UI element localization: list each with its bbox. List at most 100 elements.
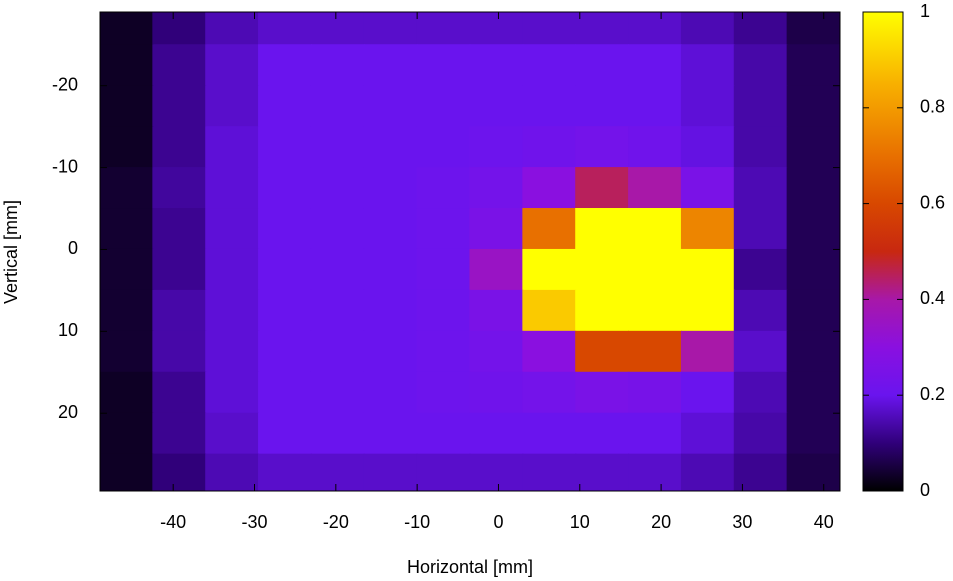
heatmap-cell	[680, 208, 735, 250]
heatmap-cell	[680, 371, 735, 414]
colorbar-tick-label: 0.8	[920, 97, 945, 117]
heatmap-cell	[628, 330, 682, 373]
heatmap-cell	[628, 85, 682, 128]
heatmap-cell	[310, 167, 365, 210]
y-tick-label: -10	[52, 156, 78, 176]
heatmap-cell	[628, 44, 682, 87]
heatmap-cell	[786, 85, 840, 128]
heatmap-cell	[680, 126, 735, 169]
heatmap-cell	[100, 371, 154, 414]
heatmap-cell	[628, 126, 682, 169]
heatmap-cell	[152, 126, 207, 169]
heatmap-cell	[100, 330, 154, 373]
plot-frame	[99, 11, 841, 492]
heatmap-cell	[258, 126, 312, 169]
heatmap-cell	[205, 167, 260, 210]
heatmap-cell	[469, 412, 524, 455]
y-tick-label: 10	[58, 320, 78, 340]
heatmap-cell	[152, 289, 207, 332]
heatmap-cell	[416, 167, 471, 210]
heatmap-cell	[416, 289, 471, 332]
heatmap-cell	[310, 12, 365, 46]
heatmap-cell	[522, 126, 577, 169]
heatmap-cell	[100, 412, 154, 455]
heatmap-cell	[575, 126, 630, 169]
heatmap-cell	[575, 412, 630, 455]
heatmap-cell	[733, 412, 788, 455]
heatmap-cell	[575, 330, 630, 373]
y-tick-label: 20	[58, 402, 78, 422]
heatmap-cell	[628, 289, 682, 332]
heatmap-cell	[258, 330, 312, 373]
heatmap-cell	[416, 412, 471, 455]
heatmap-cell	[205, 44, 260, 87]
heatmap-cell	[628, 412, 682, 455]
heatmap-cell	[152, 44, 207, 87]
heatmap-cell	[733, 85, 788, 128]
heatmap-cell	[469, 330, 524, 373]
heatmap-cell	[363, 412, 418, 455]
heatmap-cell	[522, 12, 577, 46]
heatmap-cell	[522, 44, 577, 87]
x-tick-label: -40	[160, 512, 186, 532]
heatmap-cell	[258, 289, 312, 332]
heatmap-cell	[152, 85, 207, 128]
colorbar-tick-label: 1	[920, 1, 930, 21]
colorbar-tick-label: 0	[920, 480, 930, 500]
x-tick-label: 30	[732, 512, 752, 532]
heatmap-cell	[733, 453, 788, 491]
heatmap-cell	[152, 248, 207, 291]
heatmap-cell	[205, 208, 260, 250]
heatmap-cell	[363, 453, 418, 491]
heatmap-cell	[575, 248, 630, 291]
heatmap-cell	[100, 44, 154, 87]
heatmap-cell	[733, 371, 788, 414]
heatmap-cell	[416, 453, 471, 491]
heatmap-cell	[575, 289, 630, 332]
heatmap-cell	[363, 248, 418, 291]
heatmap-cell	[310, 248, 365, 291]
heatmap-cell	[628, 453, 682, 491]
heatmap-cell	[363, 371, 418, 414]
heatmap-cell	[152, 12, 207, 46]
heatmap-cell	[258, 44, 312, 87]
heatmap-cell	[310, 453, 365, 491]
heatmap-cell	[310, 44, 365, 87]
heatmap-cell	[310, 85, 365, 128]
heatmap-cell	[363, 289, 418, 332]
heatmap-cell	[575, 44, 630, 87]
x-tick-label: 40	[814, 512, 834, 532]
heatmap-cell	[469, 126, 524, 169]
heatmap-cell	[680, 44, 735, 87]
heatmap-cell	[416, 371, 471, 414]
heatmap-cell	[680, 248, 735, 291]
heatmap-cell	[310, 208, 365, 250]
heatmap-cell	[733, 330, 788, 373]
heatmap-cell	[522, 453, 577, 491]
heatmap-cell	[100, 453, 154, 491]
heatmap-cell	[416, 248, 471, 291]
heatmap-cell	[205, 85, 260, 128]
heatmap-cell	[469, 289, 524, 332]
heatmap-cell	[522, 412, 577, 455]
heatmap-cell	[205, 453, 260, 491]
heatmap-cell	[416, 85, 471, 128]
heatmap-cell	[100, 12, 154, 46]
heatmap-cell	[733, 167, 788, 210]
heatmap-cell	[628, 167, 682, 210]
heatmap-cell	[733, 208, 788, 250]
heatmap-cell	[786, 248, 840, 291]
heatmap-cell	[786, 371, 840, 414]
x-tick-label: -20	[323, 512, 349, 532]
x-tick-label: -10	[404, 512, 430, 532]
y-axis-label: Vertical [mm]	[1, 200, 21, 304]
heatmap-cell	[522, 248, 577, 291]
heatmap	[100, 12, 840, 491]
heatmap-cell	[575, 85, 630, 128]
heatmap-cell	[258, 371, 312, 414]
heatmap-cell	[100, 126, 154, 169]
heatmap-cell	[522, 289, 577, 332]
heatmap-cell	[363, 126, 418, 169]
heatmap-cell	[469, 371, 524, 414]
colorbar-tick-label: 0.2	[920, 384, 945, 404]
